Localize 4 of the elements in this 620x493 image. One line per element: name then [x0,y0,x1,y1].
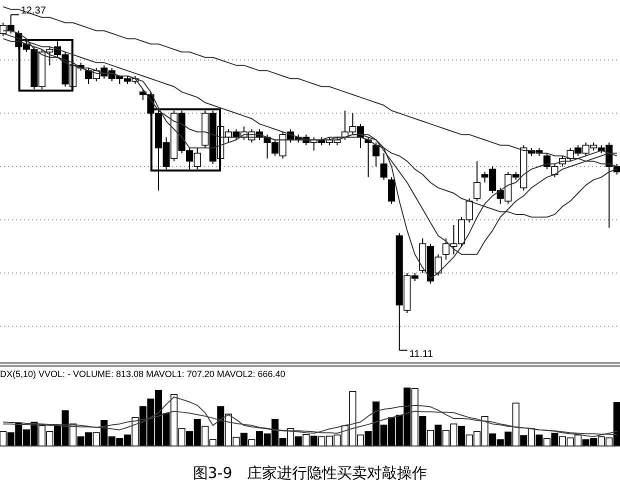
chart-title: DX(5,10) VVOL: - VOLUME: 813.08 MAVOL1: 707.20 MAVOL2: 666.40 [0,369,286,379]
annotation: 12.37 [20,5,46,16]
annotation: 11.11 [409,348,434,360]
caption: 图3-9 庄家进行隐性买卖对敲操作 [192,464,428,482]
